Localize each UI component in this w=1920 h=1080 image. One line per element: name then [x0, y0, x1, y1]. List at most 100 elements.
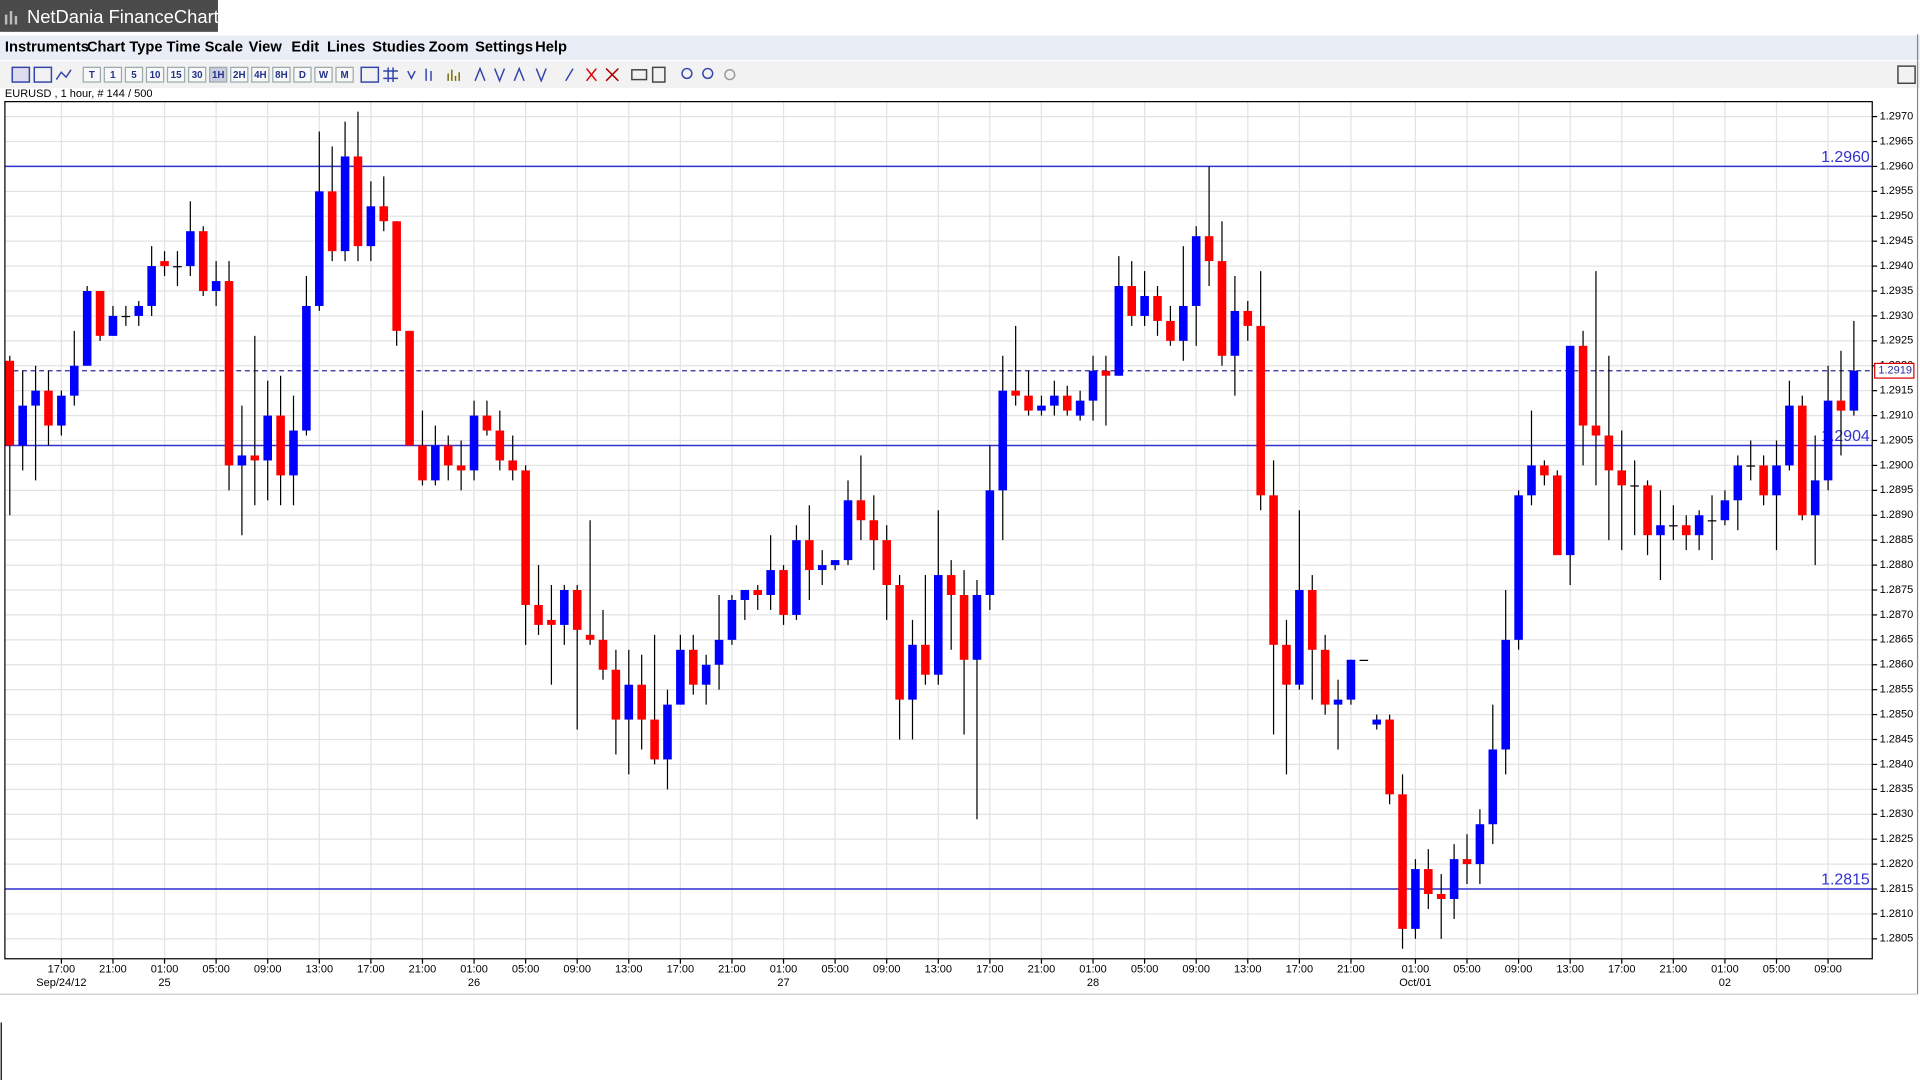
timeframe-button[interactable] [145, 66, 165, 83]
x-tick-label: 21:00 [718, 964, 746, 976]
chart-type-button[interactable] [11, 66, 31, 83]
line-chart-button[interactable] [55, 69, 72, 80]
timeframe-button[interactable] [166, 66, 186, 83]
menu-item[interactable]: Instruments [5, 40, 89, 56]
candle-body [327, 191, 337, 252]
timeframe-button[interactable] [314, 66, 333, 83]
candle-body [1823, 400, 1833, 481]
timeframe-button[interactable] [103, 66, 123, 83]
timeframe-button[interactable] [251, 66, 270, 83]
candle-body [160, 261, 169, 267]
candle-body [1217, 261, 1227, 356]
preview-button[interactable] [651, 66, 666, 83]
candle-body [805, 540, 814, 571]
x-tick-label: 13:00 [924, 964, 952, 976]
y-tick-label: 1.2830 [1880, 808, 1914, 820]
last-price-box [1874, 362, 1915, 379]
candle-body [353, 156, 363, 247]
candle-body [1617, 470, 1627, 486]
candle-body [1798, 405, 1807, 516]
candle-body [908, 644, 917, 700]
timeframe-label: D [299, 70, 306, 81]
timeframe-button[interactable] [335, 66, 354, 83]
candle-body [727, 599, 737, 640]
candle-body [57, 395, 66, 426]
timeframe-button[interactable] [209, 66, 228, 83]
candle-body [482, 415, 492, 431]
candle-body [1424, 869, 1433, 894]
grid-button[interactable] [383, 67, 398, 83]
candle-body [18, 405, 27, 446]
timeframe-button[interactable] [293, 66, 312, 83]
x-date-label: 26 [468, 977, 480, 989]
candle-body [1011, 390, 1020, 396]
candle-body [534, 604, 543, 625]
x-date-label: 25 [158, 977, 170, 989]
zoom-in-button[interactable] [681, 67, 693, 80]
candle-body [663, 704, 672, 760]
chart-type-button[interactable] [33, 66, 53, 83]
candle-body [1153, 295, 1162, 321]
y-tick-label: 1.2840 [1880, 758, 1914, 770]
candle-body [1772, 465, 1781, 496]
candle-body [611, 669, 621, 720]
candle-body [1669, 525, 1678, 527]
candle-body [250, 455, 260, 461]
timeframe-label: 15 [171, 70, 182, 81]
menu-item[interactable]: Lines [327, 40, 365, 56]
candle-body [856, 500, 866, 521]
zoom-reset-button[interactable] [724, 69, 736, 81]
candle-body [1359, 659, 1369, 661]
title-tab [0, 0, 218, 32]
candle-body [1643, 485, 1652, 536]
x-tick-label: 17:00 [1608, 964, 1636, 976]
menu-item[interactable]: Time Scale [167, 40, 243, 56]
zoom-out-button[interactable] [702, 67, 714, 80]
candle-body [1075, 400, 1085, 416]
timeframe-button[interactable] [230, 66, 249, 83]
timeframe-label: 1 [110, 70, 116, 81]
candle-body [1462, 859, 1472, 865]
candle-body [1191, 236, 1201, 306]
candle-body [1101, 370, 1111, 376]
last-price-label: 1.2919 [1878, 365, 1912, 377]
lines-button[interactable] [474, 66, 547, 83]
candle-body [585, 634, 595, 640]
y-tick-label: 1.2805 [1880, 933, 1914, 945]
y-tick-label: 1.2900 [1880, 459, 1914, 471]
x-tick-label: 05:00 [512, 964, 540, 976]
panel-button[interactable] [1897, 65, 1916, 84]
candle-body [5, 360, 15, 446]
delete-button[interactable] [585, 68, 597, 82]
timeframe-button[interactable] [124, 66, 144, 83]
menu-item[interactable]: Help [535, 40, 567, 56]
candle-body [1269, 495, 1278, 645]
x-tick-label: 09:00 [254, 964, 282, 976]
menu-item[interactable]: Studies [372, 40, 425, 56]
timeframe-label: 10 [150, 70, 161, 81]
candle-body [701, 664, 711, 685]
print-button[interactable] [631, 69, 648, 81]
timeframe-button[interactable] [82, 66, 102, 83]
bars-button[interactable] [447, 69, 460, 81]
candle-body [1810, 480, 1820, 516]
candle-body [211, 281, 221, 292]
timeframe-button[interactable] [187, 66, 207, 83]
candle-body [456, 465, 466, 471]
candle-body [198, 231, 208, 292]
candle-body [637, 684, 646, 720]
candle-body [1836, 400, 1846, 411]
button[interactable] [407, 70, 416, 81]
menu-item[interactable]: Settings [475, 40, 533, 56]
menu-item[interactable]: Edit [291, 40, 319, 56]
timeframe-button[interactable] [272, 66, 291, 83]
button[interactable] [565, 68, 574, 82]
delete-all-button[interactable] [605, 68, 619, 82]
button[interactable] [425, 68, 432, 81]
menu-item[interactable]: Chart Type [87, 40, 163, 56]
candle-body [998, 390, 1008, 491]
crosshair-button[interactable] [360, 66, 380, 83]
menu-item[interactable]: View [249, 40, 283, 56]
menu-item[interactable]: Zoom [429, 40, 469, 56]
y-tick-label: 1.2855 [1880, 684, 1914, 696]
